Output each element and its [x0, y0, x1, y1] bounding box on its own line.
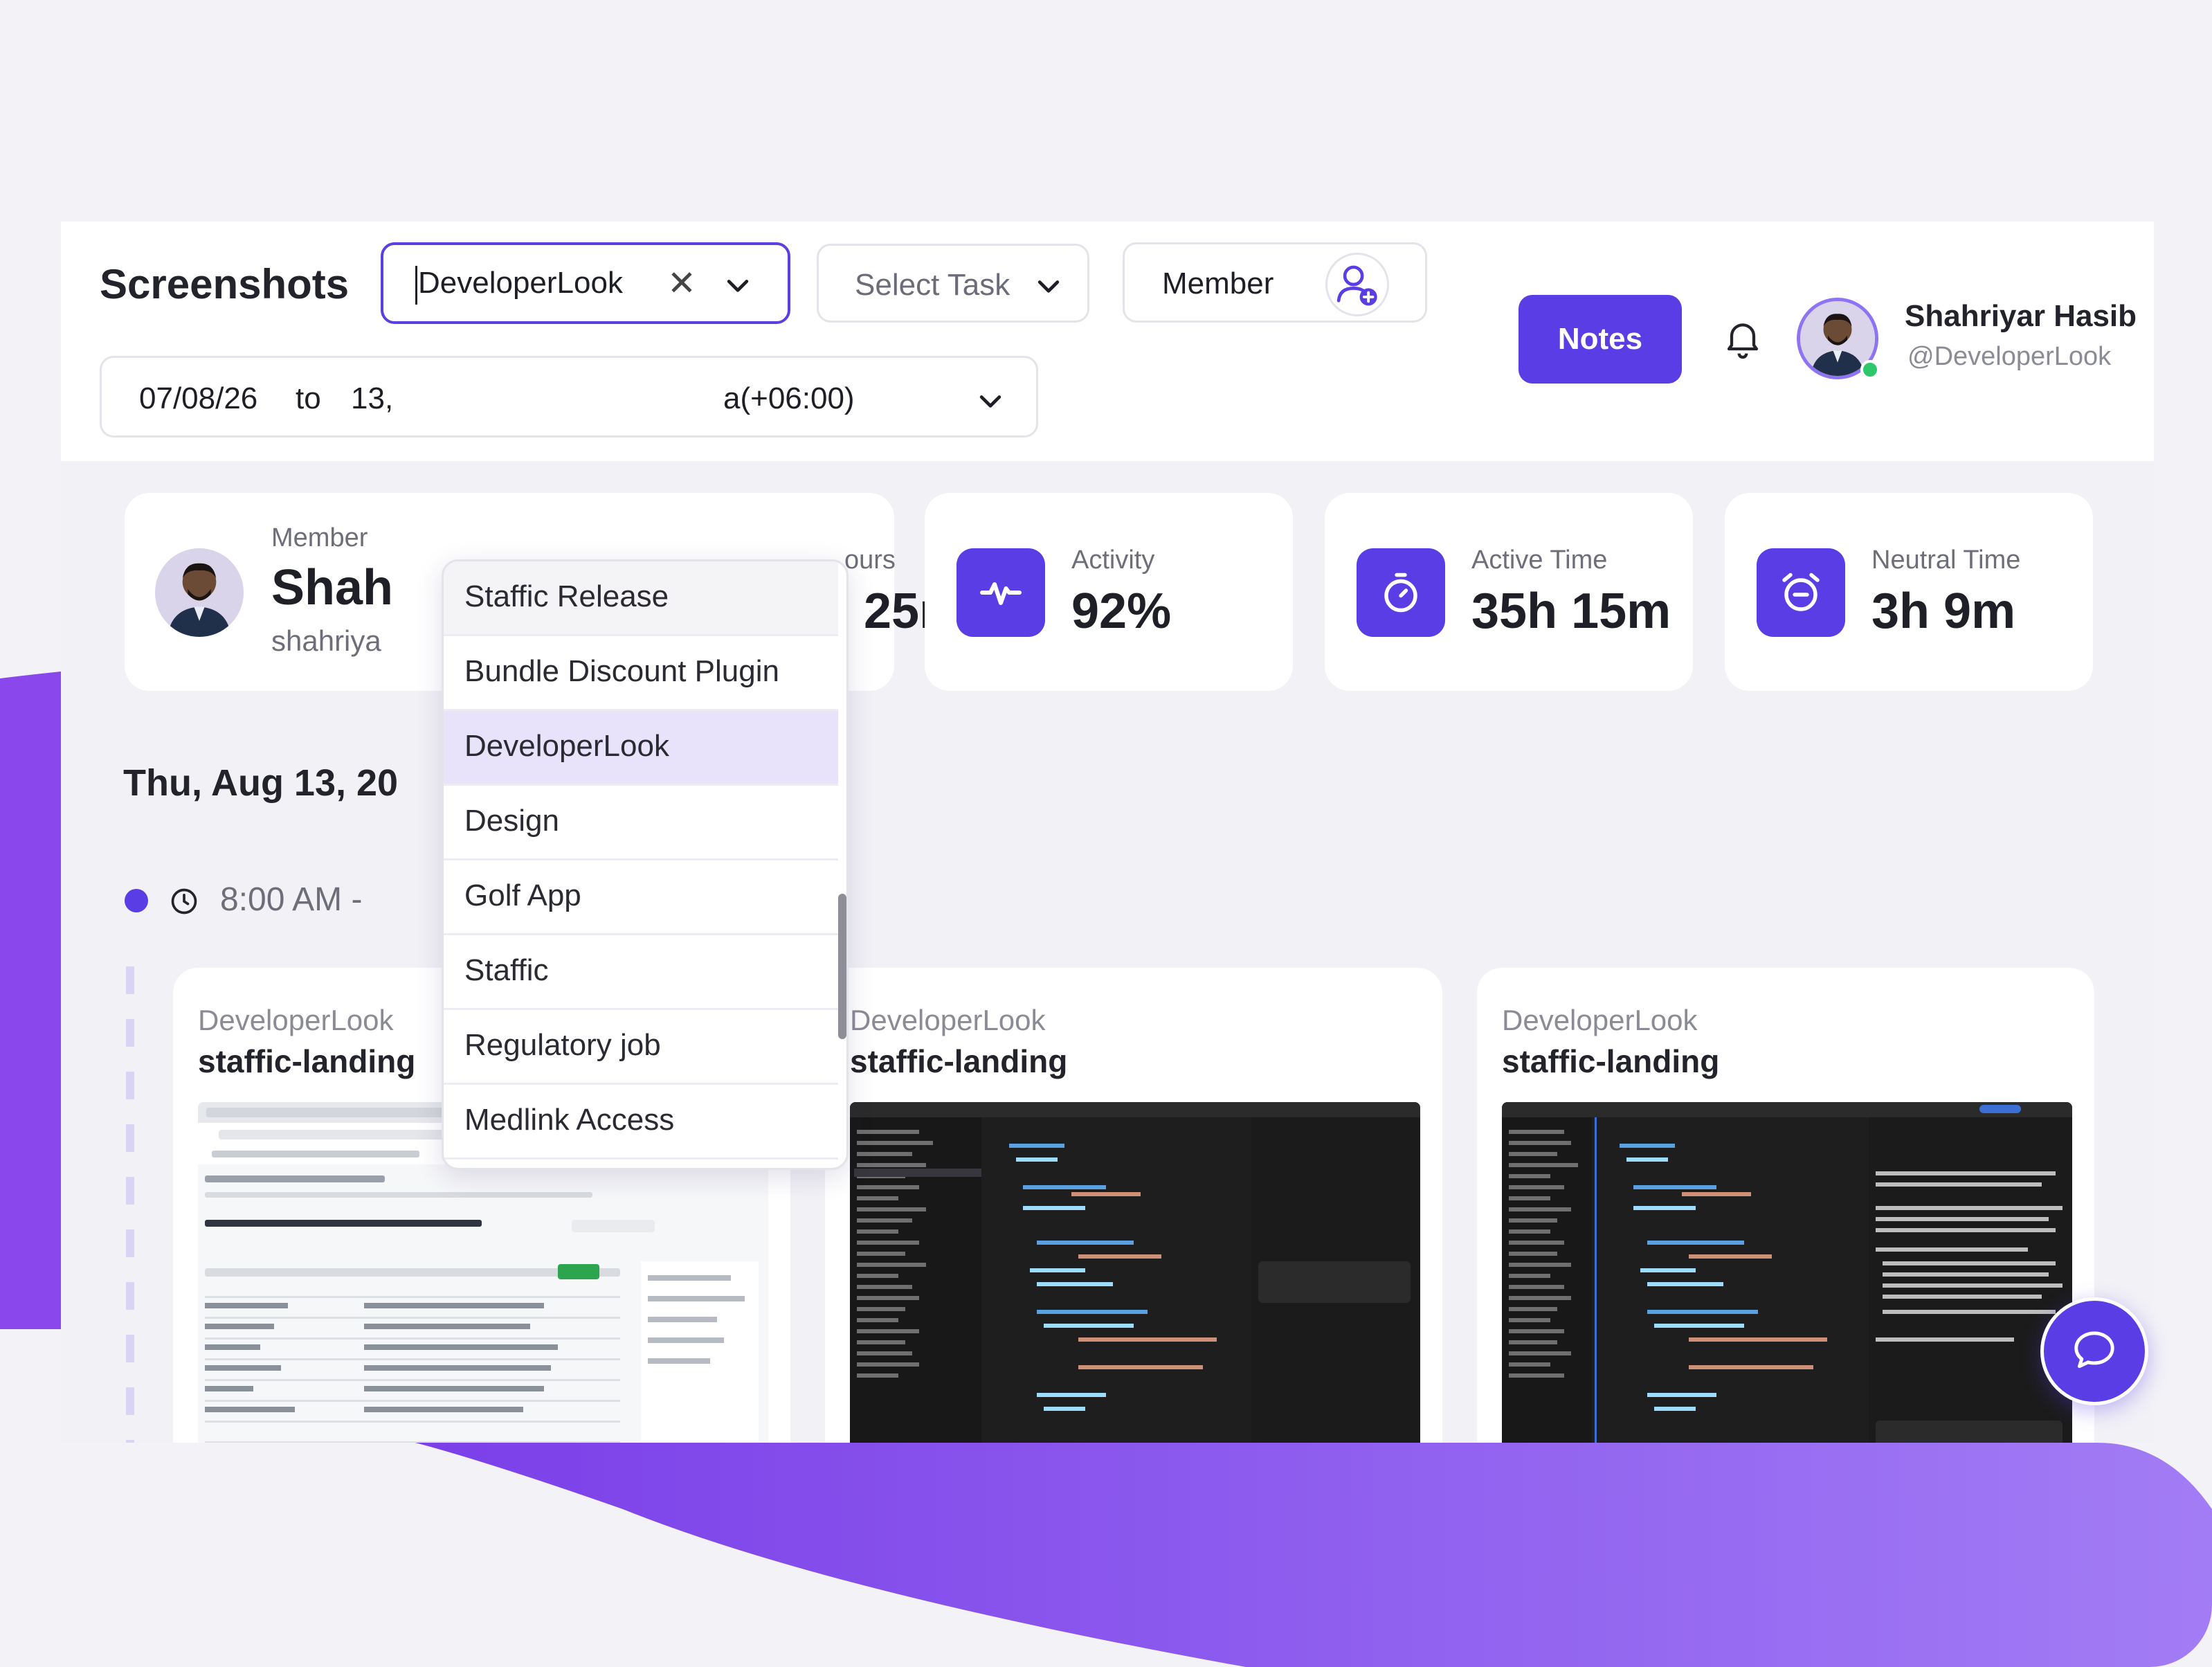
chevron-down-icon[interactable]	[723, 270, 753, 300]
task-select-placeholder: Select Task	[855, 268, 1010, 302]
member-select-label: Member	[1162, 267, 1274, 300]
notes-button[interactable]: Notes	[1519, 295, 1682, 384]
member-select[interactable]: Member	[1123, 242, 1427, 323]
stat-card-active-time: Active Time 35h 15m	[1325, 493, 1693, 691]
stat-card-neutral-time: Neutral Time 3h 9m	[1725, 493, 2093, 691]
date-to-label: to	[296, 381, 321, 415]
dropdown-option[interactable]: Medlink Access	[444, 1085, 838, 1160]
dropdown-option[interactable]: Design	[444, 786, 838, 860]
timezone-value[interactable]: a(+06:00)	[723, 381, 855, 415]
dropdown-option[interactable]: Bundle Discount Plugin	[444, 636, 838, 711]
screenshot-project: DeveloperLook	[850, 1004, 1046, 1036]
page-title: Screenshots	[100, 261, 350, 307]
member-card-handle: shahriya	[271, 624, 381, 657]
bell-icon[interactable]	[1721, 316, 1765, 360]
date-range-picker[interactable]: 07/08/26 to 13, a(+06:00)	[100, 356, 1038, 438]
online-status-dot	[1860, 360, 1880, 379]
project-select-value: DeveloperLook	[418, 266, 623, 300]
stopwatch-icon	[1384, 573, 1417, 613]
timeline-line	[126, 966, 134, 1443]
project-select[interactable]: DeveloperLook ✕	[381, 242, 790, 324]
screenshot-task: staffic-landing	[198, 1043, 416, 1079]
text-caret	[415, 266, 417, 305]
activity-value: 92%	[1071, 584, 1172, 639]
task-select[interactable]: Select Task	[817, 244, 1089, 323]
project-dropdown-menu[interactable]: Staffic Release Bundle Discount Plugin D…	[442, 559, 849, 1170]
neutral-time-value: 3h 9m	[1871, 584, 2016, 639]
chevron-down-icon	[1037, 280, 1060, 293]
user-avatar[interactable]	[1797, 298, 1878, 379]
activity-icon-box	[957, 548, 1045, 637]
timeline-date: Thu, Aug 13, 20	[123, 762, 399, 804]
chat-button[interactable]	[2040, 1297, 2148, 1405]
dropdown-scrollbar[interactable]	[838, 894, 846, 1039]
member-card-label: Member	[271, 523, 368, 552]
chevron-down-icon[interactable]	[975, 386, 1006, 416]
screenshot-card[interactable]: DeveloperLook staffic-landing	[825, 968, 1442, 1443]
pulse-icon	[980, 582, 1022, 605]
screenshot-task: staffic-landing	[850, 1043, 1068, 1079]
screenshot-card[interactable]: DeveloperLook staffic-landing	[1477, 968, 2094, 1443]
date-to[interactable]: 13,	[351, 381, 394, 415]
clear-icon[interactable]: ✕	[667, 264, 696, 303]
user-name: Shahriyar Hasib	[1905, 299, 2137, 333]
member-avatar	[155, 548, 244, 637]
timeline-time: 8:00 AM -	[220, 881, 363, 918]
neutral-time-label: Neutral Time	[1871, 546, 2021, 575]
neutral-time-icon-box	[1757, 548, 1845, 637]
member-card-name: Shah	[271, 560, 394, 615]
chat-bubble-icon	[2074, 1331, 2114, 1369]
dropdown-option[interactable]: Staffic Release	[444, 561, 838, 636]
stat-card-activity: Activity 92%	[925, 493, 1293, 691]
screenshot-thumbnail[interactable]	[1502, 1102, 2072, 1443]
clock-icon	[171, 888, 197, 914]
alarm-clock-icon	[1782, 573, 1820, 611]
screenshot-thumbnail[interactable]	[850, 1102, 1420, 1443]
dropdown-option[interactable]: Golf App	[444, 860, 838, 935]
screenshot-project: DeveloperLook	[198, 1004, 394, 1036]
dropdown-option[interactable]: Staffic	[444, 935, 838, 1010]
date-from[interactable]: 07/08/26	[139, 381, 258, 415]
timeline-dot	[125, 889, 148, 912]
dropdown-option[interactable]: Regulatory job	[444, 1010, 838, 1085]
screenshot-task: staffic-landing	[1502, 1043, 1720, 1079]
top-bar: Screenshots DeveloperLook ✕ Select Task …	[61, 222, 2154, 461]
activity-label: Activity	[1071, 546, 1155, 575]
active-time-icon-box	[1357, 548, 1445, 637]
dropdown-option-selected[interactable]: DeveloperLook	[444, 711, 838, 786]
user-handle: @DeveloperLook	[1907, 342, 2112, 371]
screenshot-project: DeveloperLook	[1502, 1004, 1698, 1036]
active-time-label: Active Time	[1471, 546, 1608, 575]
add-user-icon[interactable]	[1325, 253, 1389, 316]
app-window: Screenshots DeveloperLook ✕ Select Task …	[61, 222, 2154, 1443]
hours-card-label: ours	[844, 546, 896, 575]
active-time-value: 35h 15m	[1471, 584, 1671, 639]
